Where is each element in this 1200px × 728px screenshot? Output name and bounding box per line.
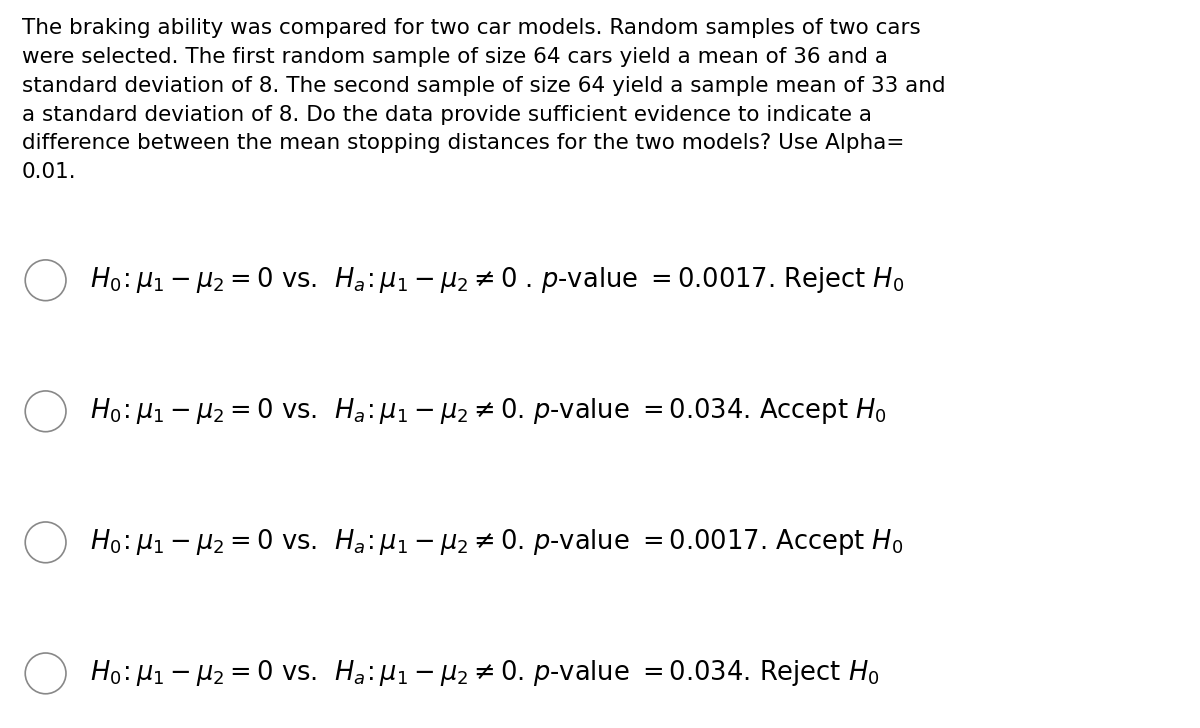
Text: $H_0\!:\mu_1 - \mu_2 = 0$ vs.  $H_a\!:\mu_1 - \mu_2 \neq 0$. $p$-value $= 0.034$: $H_0\!:\mu_1 - \mu_2 = 0$ vs. $H_a\!:\mu… [90, 396, 887, 427]
Text: The braking ability was compared for two car models. Random samples of two cars
: The braking ability was compared for two… [22, 18, 946, 182]
Text: $H_0\!:\mu_1 - \mu_2 = 0$ vs.  $H_a\!:\mu_1 - \mu_2 \neq 0$. $p$-value $= 0.034$: $H_0\!:\mu_1 - \mu_2 = 0$ vs. $H_a\!:\mu… [90, 658, 880, 689]
Text: $H_0\!:\mu_1 - \mu_2 = 0$ vs.  $H_a\!:\mu_1 - \mu_2 \neq 0$. $p$-value $= 0.0017: $H_0\!:\mu_1 - \mu_2 = 0$ vs. $H_a\!:\mu… [90, 527, 904, 558]
Text: $H_0\!:\mu_1 - \mu_2 = 0$ vs.  $H_a\!:\mu_1 - \mu_2 \neq 0$ . $p$-value $= 0.001: $H_0\!:\mu_1 - \mu_2 = 0$ vs. $H_a\!:\mu… [90, 265, 904, 296]
